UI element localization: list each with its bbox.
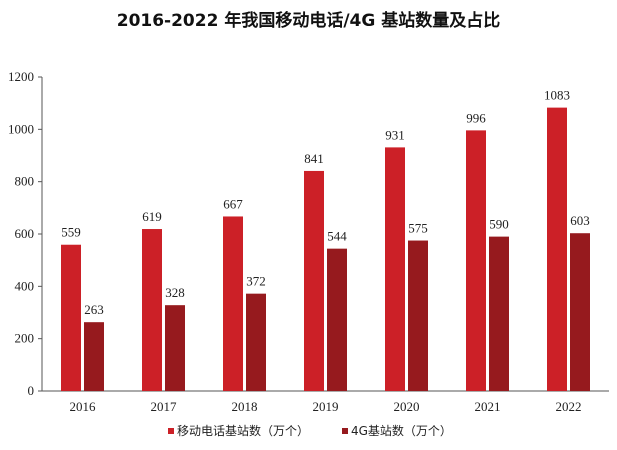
data-label: 667 <box>223 196 243 211</box>
data-label: 603 <box>570 213 590 228</box>
bar-series-1 <box>304 170 324 391</box>
data-label: 1083 <box>544 88 570 103</box>
data-label: 590 <box>489 217 509 232</box>
data-label: 841 <box>304 151 324 166</box>
data-label: 544 <box>327 229 347 244</box>
y-tick-label: 1000 <box>8 121 34 136</box>
data-label: 263 <box>84 302 104 317</box>
bar-series-2 <box>246 293 266 391</box>
legend-label: 移动电话基站数（万个） <box>177 423 309 438</box>
y-tick-label: 800 <box>15 174 35 189</box>
bar-series-2 <box>84 322 104 391</box>
x-tick-label: 2017 <box>151 399 178 414</box>
x-tick-label: 2019 <box>313 399 339 414</box>
data-label: 372 <box>246 274 266 289</box>
legend-swatch <box>168 428 174 434</box>
bar-series-2 <box>327 248 347 391</box>
legend-label: 4G基站数（万个） <box>351 423 452 438</box>
x-tick-label: 2016 <box>70 399 97 414</box>
y-tick-label: 400 <box>15 278 35 293</box>
y-tick-label: 0 <box>28 383 35 398</box>
bar-series-2 <box>570 233 590 391</box>
x-tick-label: 2020 <box>394 399 420 414</box>
y-tick-label: 200 <box>15 331 35 346</box>
chart-title: 2016-2022 年我国移动电话/4G 基站数量及占比 <box>116 11 501 31</box>
bar-series-2 <box>165 305 185 391</box>
y-tick-label: 600 <box>15 226 35 241</box>
bar-series-1 <box>61 244 81 391</box>
data-label: 996 <box>466 110 486 125</box>
y-tick-label: 1200 <box>8 69 34 84</box>
bar-series-1 <box>142 229 162 391</box>
data-label: 559 <box>61 225 81 240</box>
bar-series-1 <box>547 107 567 392</box>
x-tick-label: 2021 <box>475 399 501 414</box>
x-tick-label: 2022 <box>556 399 582 414</box>
legend-swatch <box>342 428 348 434</box>
x-tick-label: 2018 <box>232 399 258 414</box>
data-label: 575 <box>408 221 428 236</box>
bar-series-2 <box>489 236 509 391</box>
data-label: 619 <box>142 209 162 224</box>
bar-series-1 <box>466 130 486 391</box>
bar-series-1 <box>223 216 243 391</box>
data-label: 328 <box>165 285 185 300</box>
bar-series-1 <box>385 147 405 391</box>
bar-series-2 <box>408 240 428 391</box>
data-label: 931 <box>385 127 405 142</box>
